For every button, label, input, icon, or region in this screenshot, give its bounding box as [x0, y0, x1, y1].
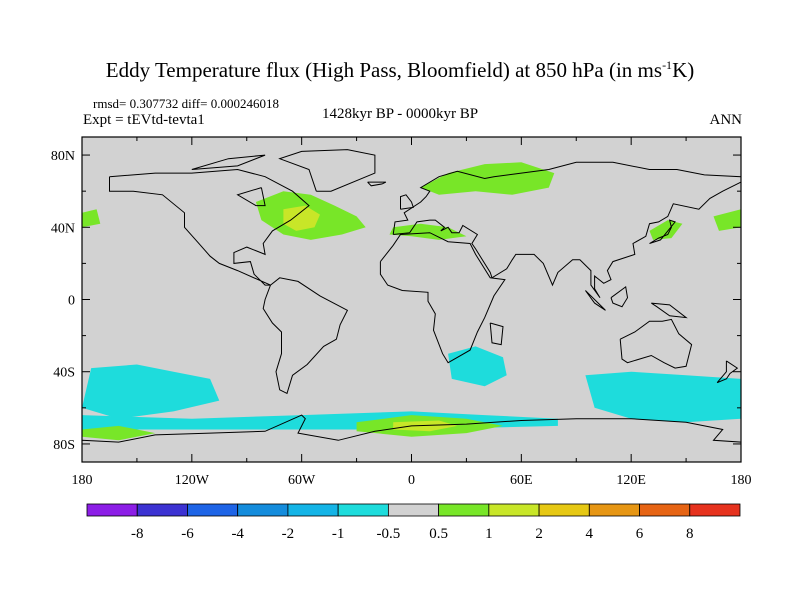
colorbar-box-6 [387, 503, 440, 517]
coastline-4 [379, 232, 506, 364]
field-north-pacific-west-positive [82, 209, 101, 228]
experiment-label: Expt = tEVtd-tevta1 [83, 112, 205, 128]
colorbar-box-7 [438, 503, 490, 517]
colorbar-label-5: -0.5 [377, 526, 401, 542]
y-tick-label-3: 40S [53, 366, 75, 381]
colorbar-box-3 [237, 503, 289, 517]
field-north-atlantic-core [283, 205, 320, 231]
field-japan-positive [649, 220, 683, 240]
colorbar-label-10: 6 [636, 526, 644, 542]
coastline-12 [610, 286, 629, 308]
colorbar-box-9 [538, 503, 590, 517]
colorbar-label-11: 8 [686, 526, 694, 542]
x-tick-label-6: 180 [731, 473, 752, 488]
y-tick-label-0: 80N [51, 149, 75, 164]
colorbar-label-2: -4 [231, 526, 244, 542]
coastline-15 [236, 187, 266, 207]
field-scandinavia-positive [420, 162, 555, 195]
x-tick-label-3: 0 [408, 473, 415, 488]
colorbar-box-8 [488, 503, 540, 517]
colorbar-label-4: -1 [332, 526, 345, 542]
colorbar-box-11 [639, 503, 691, 517]
x-tick-label-5: 120E [616, 473, 646, 488]
x-tick-label-2: 60W [288, 473, 316, 488]
field-south-pacific-negative [82, 364, 220, 419]
season-label: ANN [709, 112, 743, 128]
colorbar-label-8: 2 [535, 526, 543, 542]
coastline-1 [262, 277, 349, 395]
y-tick-label-2: 0 [68, 294, 75, 309]
colorbar-box-2 [187, 503, 239, 517]
colorbar-label-9: 4 [586, 526, 594, 542]
field-south-africa-negative [448, 346, 507, 387]
coastline-11 [584, 290, 606, 311]
x-tick-label-4: 60E [510, 473, 533, 488]
x-tick-label-1: 120W [175, 473, 210, 488]
field-ross-sea-positive [82, 425, 156, 441]
colorbar-label-6: 0.5 [429, 526, 448, 542]
x-tick-label-0: 180 [72, 473, 93, 488]
y-tick-label-4: 80S [53, 438, 75, 453]
chart-title: Eddy Temperature flux (High Pass, Bloomf… [105, 58, 695, 82]
colorbar-label-1: -6 [181, 526, 194, 542]
colorbar-box-5 [337, 503, 389, 517]
colorbar-box-4 [287, 503, 339, 517]
coastline-13 [651, 302, 688, 319]
coastline-6 [619, 318, 693, 369]
field-north-pacific-east-positive [713, 209, 741, 231]
colorbar-box-12 [689, 503, 741, 517]
rmsd-label: rmsd= 0.307732 diff= 0.000246018 [93, 96, 279, 111]
y-tick-label-1: 40N [51, 221, 75, 236]
field-south-indian-negative [585, 371, 741, 423]
coastline-16 [191, 154, 266, 170]
coastline-10 [649, 219, 676, 244]
coastline-9 [367, 181, 387, 187]
coastline-0 [109, 168, 310, 286]
colorbar-box-1 [136, 503, 188, 517]
coastline-8 [400, 194, 414, 210]
colorbar-label-3: -2 [282, 526, 295, 542]
colorbar-label-0: -8 [131, 526, 144, 542]
coastline-3 [392, 161, 742, 298]
period-label: 1428kyr BP - 0000kyr BP [322, 106, 479, 122]
colorbar-box-10 [588, 503, 640, 517]
coastline-7 [716, 360, 739, 384]
colorbar-label-7: 1 [485, 526, 493, 542]
coastline-2 [278, 149, 376, 192]
coastline-14 [81, 414, 742, 463]
colorbar-box-0 [86, 503, 138, 517]
coastline-5 [489, 322, 504, 346]
